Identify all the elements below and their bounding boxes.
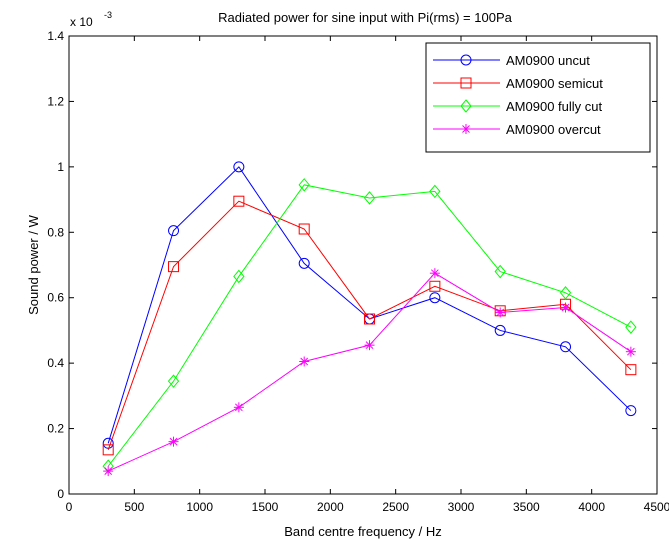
legend: AM0900 uncut AM0900 semicut AM0900 fully c… <box>425 42 651 153</box>
y-axis: 0 0.2 0.4 0.6 0.8 1 1.2 1.4 <box>47 29 657 501</box>
x-tick-label: 1500 <box>252 500 279 514</box>
scale-factor-base: x 10 <box>70 15 93 29</box>
scale-factor: x 10 -3 <box>70 10 112 29</box>
legend-box <box>425 42 651 153</box>
y-axis-label: Sound power / W <box>26 214 41 314</box>
legend-marker <box>460 99 472 113</box>
data-point <box>103 466 114 477</box>
data-point <box>233 269 245 284</box>
data-point <box>168 436 179 447</box>
legend-label: AM0900 uncut <box>506 53 590 68</box>
legend-entry: AM0900 overcut <box>433 122 601 137</box>
data-point <box>102 437 114 449</box>
x-tick-label: 500 <box>124 500 144 514</box>
data-point <box>233 195 245 207</box>
series-3 <box>103 268 636 477</box>
data-point <box>298 178 310 192</box>
y-tick-label: 0.2 <box>47 422 64 436</box>
x-tick-label: 3000 <box>448 500 475 514</box>
data-point <box>364 340 375 351</box>
data-point <box>299 356 310 367</box>
data-point <box>298 257 310 269</box>
series-2 <box>102 178 637 473</box>
legend-entry: AM0900 fully cut <box>433 99 602 114</box>
y-tick-label: 0 <box>57 487 64 501</box>
data-point <box>429 280 441 292</box>
y-tick-label: 1.2 <box>47 94 64 108</box>
x-tick-label: 2500 <box>382 500 409 514</box>
data-point <box>168 225 180 237</box>
data-point <box>625 346 636 357</box>
scale-factor-exponent: -3 <box>104 10 112 20</box>
y-tick-label: 1 <box>57 160 64 174</box>
x-axis-label: Band centre frequency / Hz <box>284 524 442 539</box>
data-point <box>168 261 180 273</box>
x-tick-label: 3500 <box>513 500 540 514</box>
data-point <box>429 184 441 199</box>
data-point <box>560 341 572 353</box>
series-line <box>107 184 632 467</box>
data-point <box>495 307 506 318</box>
x-tick-label: 4000 <box>578 500 605 514</box>
chart-title: Radiated power for sine input with Pi(rm… <box>218 10 512 25</box>
data-point <box>559 286 572 300</box>
data-point <box>298 223 310 235</box>
data-point <box>233 161 245 173</box>
data-point <box>364 313 376 325</box>
data-point <box>494 324 506 336</box>
y-tick-label: 0.8 <box>47 225 64 239</box>
data-point <box>102 444 114 456</box>
data-point <box>625 364 637 376</box>
x-tick-label: 4500 <box>644 500 669 514</box>
data-point <box>494 264 506 279</box>
series-layer <box>102 161 637 477</box>
data-point <box>429 268 440 279</box>
x-axis: 0 500 1000 1500 2000 2500 3000 3500 4000 4500 <box>66 36 669 514</box>
data-point <box>560 302 571 313</box>
legend-label: AM0900 fully cut <box>506 99 602 114</box>
series-line <box>107 200 632 451</box>
data-point <box>429 292 441 304</box>
legend-entry: AM0900 uncut <box>433 53 590 68</box>
x-tick-label: 2000 <box>317 500 344 514</box>
y-tick-label: 0.4 <box>47 356 64 370</box>
data-point <box>625 405 637 417</box>
legend-marker <box>460 77 472 89</box>
legend-label: AM0900 overcut <box>506 122 601 137</box>
legend-entry: AM0900 semicut <box>433 76 603 91</box>
data-point <box>625 320 637 334</box>
x-tick-label: 0 <box>66 500 73 514</box>
data-point <box>167 374 180 388</box>
data-point <box>363 191 376 205</box>
data-point <box>233 402 244 413</box>
series-1 <box>102 195 637 456</box>
y-tick-label: 1.4 <box>47 29 64 43</box>
x-tick-label: 1000 <box>186 500 213 514</box>
legend-marker <box>460 54 472 66</box>
legend-label: AM0900 semicut <box>506 76 603 91</box>
legend-marker <box>461 124 471 134</box>
y-tick-label: 0.6 <box>47 291 64 305</box>
